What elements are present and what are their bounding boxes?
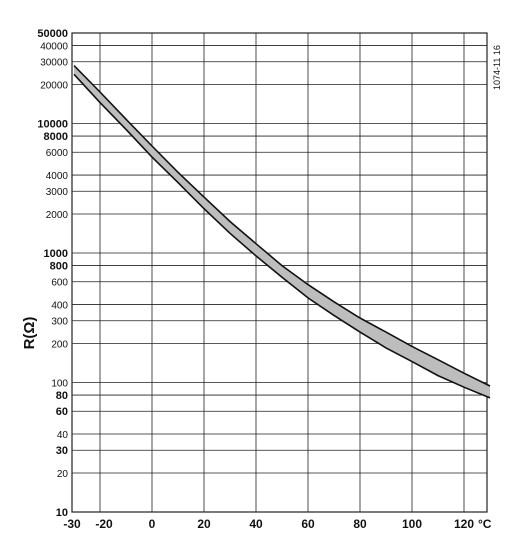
y-tick-label: 20000 [40, 81, 68, 92]
y-tick-label: 6000 [46, 148, 69, 159]
y-tick-label: 100 [51, 379, 68, 390]
y-axis-title: R(Ω) [21, 317, 38, 350]
y-tick-label: 8000 [44, 131, 68, 143]
x-tick-label: 40 [249, 517, 263, 531]
y-tick-label: 10 [56, 507, 68, 519]
x-axis-tick-labels: -30 -20 0 20 40 60 80 100 120 [63, 517, 474, 531]
y-tick-label: 400 [51, 301, 68, 312]
x-tick-label: 0 [149, 517, 156, 531]
y-tick-label: 4000 [46, 171, 69, 182]
x-tick-label: 60 [301, 517, 315, 531]
y-tick-label: 800 [50, 261, 68, 273]
y-tick-label: 80 [56, 390, 68, 402]
x-tick-label: -30 [63, 517, 81, 531]
y-tick-label: 50000 [37, 28, 68, 40]
y-tick-label: 30 [56, 445, 68, 457]
x-tick-label: 80 [353, 517, 367, 531]
y-tick-label: 60 [56, 406, 68, 418]
y-tick-label: 40000 [40, 42, 68, 53]
series-curves [73, 65, 491, 399]
y-tick-label: 200 [51, 340, 68, 351]
document-reference: 1074-11 16 [492, 45, 502, 90]
series-line-upper [73, 65, 491, 387]
series-line-lower [73, 73, 491, 399]
y-tick-label: 3000 [46, 187, 69, 198]
x-tick-label: -20 [95, 517, 113, 531]
x-axis-unit: °C [478, 517, 492, 531]
x-tick-label: 120 [454, 517, 474, 531]
y-tick-label: 1000 [44, 248, 68, 260]
y-tick-label: 600 [51, 278, 68, 289]
y-tick-label: 40 [57, 430, 69, 441]
tolerance-band [74, 65, 490, 398]
y-tick-label: 300 [51, 317, 68, 328]
y-tick-label: 30000 [40, 58, 68, 69]
y-tick-label: 10000 [37, 119, 68, 131]
y-tick-label: 2000 [46, 210, 69, 221]
grid-lines [71, 32, 488, 513]
x-tick-label: 20 [197, 517, 211, 531]
x-tick-label: 100 [402, 517, 422, 531]
y-tick-label: 20 [57, 469, 69, 480]
